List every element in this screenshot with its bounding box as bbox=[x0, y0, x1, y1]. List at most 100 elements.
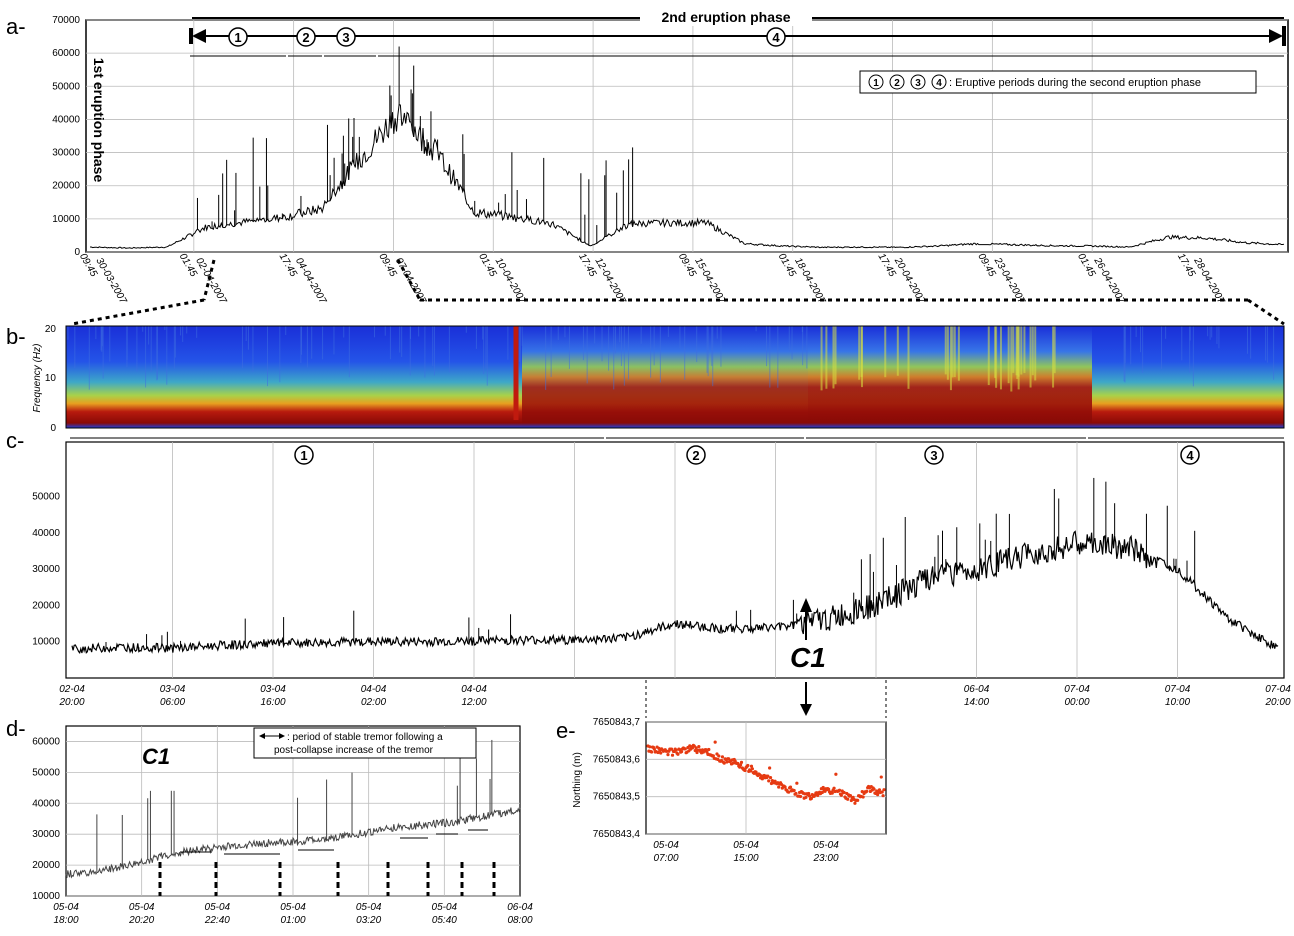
e-point bbox=[674, 748, 678, 752]
e-point bbox=[879, 775, 883, 779]
e-point bbox=[839, 793, 843, 797]
a-ytick-label: 40000 bbox=[52, 114, 80, 125]
c-xtick-time: 02:00 bbox=[361, 697, 386, 708]
panel-a-legend-text: : Eruptive periods during the second eru… bbox=[949, 77, 1201, 89]
e-ytick-label: 7650843,7 bbox=[593, 717, 641, 728]
e-point bbox=[872, 787, 876, 791]
e-xtick-time: 23:00 bbox=[812, 853, 838, 864]
a-ytick-label: 50000 bbox=[52, 81, 80, 92]
e-point bbox=[748, 769, 753, 773]
e-point bbox=[767, 779, 771, 783]
legend-symbol-4-label: 4 bbox=[936, 78, 942, 89]
e-point bbox=[842, 790, 846, 795]
a-xtick-label: 23-04-200709:45 bbox=[975, 246, 1027, 313]
c-xtick-date: 02-04 bbox=[59, 684, 85, 695]
e-point bbox=[670, 747, 674, 751]
e-point bbox=[882, 788, 886, 792]
a-xtick-label: 04-04-200717:45 bbox=[277, 246, 329, 313]
e-point bbox=[807, 791, 811, 796]
a-xtick-label: 28-04-200717:45 bbox=[1175, 246, 1227, 313]
e-xtick-date: 05-04 bbox=[653, 840, 679, 851]
e-point bbox=[743, 768, 747, 773]
d-xtick-date: 05-04 bbox=[129, 902, 155, 913]
legend-symbol-1-label: 1 bbox=[873, 78, 879, 89]
c-period-3-label: 3 bbox=[930, 448, 937, 463]
panel-d-stable-periods bbox=[158, 829, 496, 896]
first-phase-label: 1st eruption phase bbox=[91, 58, 107, 183]
legend-symbol-4 bbox=[931, 74, 947, 90]
e-point bbox=[777, 785, 781, 789]
d-xtick-time: 05:40 bbox=[432, 915, 457, 926]
panel-d-yticks: 10000 20000 30000 40000 50000 60000 bbox=[32, 736, 60, 902]
a-ytick-label: 20000 bbox=[52, 181, 80, 192]
panel-a-letter: a- bbox=[6, 14, 26, 39]
panel-d-spikes bbox=[96, 739, 493, 873]
panel-c-spikes bbox=[105, 477, 1196, 652]
e-xtick-date: 05-04 bbox=[813, 840, 839, 851]
c-period-2-label: 2 bbox=[692, 448, 699, 463]
legend-symbol-2 bbox=[889, 74, 905, 90]
second-phase-label-bg bbox=[640, 8, 812, 26]
c-xtick-date: 07-04 bbox=[1265, 684, 1291, 695]
c-xtick-time: 10:00 bbox=[1165, 697, 1190, 708]
e-point bbox=[809, 796, 813, 801]
panel-b-letter: b- bbox=[6, 324, 26, 349]
d-ytick-label: 20000 bbox=[32, 860, 60, 871]
a-xtick-label: 12-04-200717:45 bbox=[576, 246, 628, 313]
panel-d-legend-box bbox=[253, 727, 477, 759]
a-xtick-label: 18-04-200701:45 bbox=[776, 246, 828, 313]
e-point bbox=[683, 747, 687, 751]
panel-e-letter: e- bbox=[556, 718, 576, 743]
e-point bbox=[650, 750, 654, 754]
d-xtick-date: 06-04 bbox=[507, 902, 533, 913]
d-xtick-date: 05-04 bbox=[205, 902, 231, 913]
e-point bbox=[768, 766, 772, 770]
d-ytick-label: 40000 bbox=[32, 798, 60, 809]
panel-b-ytick-20: 20 bbox=[45, 324, 57, 335]
d-xtick-time: 01:00 bbox=[280, 915, 305, 926]
e-point bbox=[749, 764, 754, 768]
panel-c-yticks: 10000 20000 30000 40000 50000 bbox=[32, 491, 60, 647]
a-ytick-label: 10000 bbox=[52, 214, 80, 225]
panel-b-frame bbox=[65, 325, 1285, 429]
c-e-arrowhead bbox=[800, 704, 812, 716]
c-period-4-label: 4 bbox=[1186, 448, 1194, 463]
c-ytick-label: 30000 bbox=[32, 564, 60, 575]
c-ytick-label: 20000 bbox=[32, 600, 60, 611]
panel-c-xticks: 02-04 20:00 03-04 06:00 03-04 16:00 04-04 02:00… bbox=[58, 684, 1291, 708]
e-point bbox=[736, 761, 740, 766]
e-point bbox=[820, 790, 824, 795]
c1-label: C1 bbox=[790, 642, 826, 673]
e-point bbox=[848, 794, 853, 798]
legend-symbol-3-label: 3 bbox=[915, 78, 921, 89]
e-point bbox=[666, 753, 670, 757]
c-xtick-time: 00:00 bbox=[1064, 697, 1089, 708]
d-xtick-date: 05-04 bbox=[356, 902, 382, 913]
e-point bbox=[711, 754, 715, 758]
panel-d-xticks: 05-04 18:00 05-04 20:20 05-04 22:40 05-04 01:00… bbox=[53, 902, 533, 926]
panel-e-yticks: 7650843,4 7650843,5 7650843,6 7650843,7 bbox=[593, 717, 641, 840]
d-xtick-time: 08:00 bbox=[507, 915, 532, 926]
e-point bbox=[725, 760, 729, 764]
e-point bbox=[865, 789, 869, 793]
e-point bbox=[853, 801, 857, 805]
e-point bbox=[830, 791, 834, 795]
e-point bbox=[832, 786, 836, 790]
c-xtick-date: 03-04 bbox=[260, 684, 286, 695]
period-1-marker bbox=[228, 27, 248, 47]
spectrogram-period-2-band bbox=[522, 326, 808, 428]
c-xtick-time: 14:00 bbox=[964, 697, 989, 708]
e-point bbox=[792, 788, 796, 793]
panel-b-ylabel: Frequency (Hz) bbox=[32, 344, 43, 413]
panel-b-ytick-0: 0 bbox=[50, 423, 56, 434]
c-period-1-label: 1 bbox=[300, 448, 307, 463]
c-ytick-label: 50000 bbox=[32, 491, 60, 502]
c-xtick-time: 20:00 bbox=[1264, 697, 1290, 708]
period-4-marker bbox=[766, 27, 786, 47]
e-ytick-label: 7650843,5 bbox=[593, 792, 641, 803]
panel-a-legend-symbols: 1 2 3 4 bbox=[868, 74, 947, 90]
c-ytick-label: 10000 bbox=[32, 637, 60, 648]
a-xtick-label: 26-04-200701:45 bbox=[1075, 246, 1127, 313]
e-point bbox=[717, 754, 721, 758]
a-ytick-label: 60000 bbox=[52, 48, 80, 59]
